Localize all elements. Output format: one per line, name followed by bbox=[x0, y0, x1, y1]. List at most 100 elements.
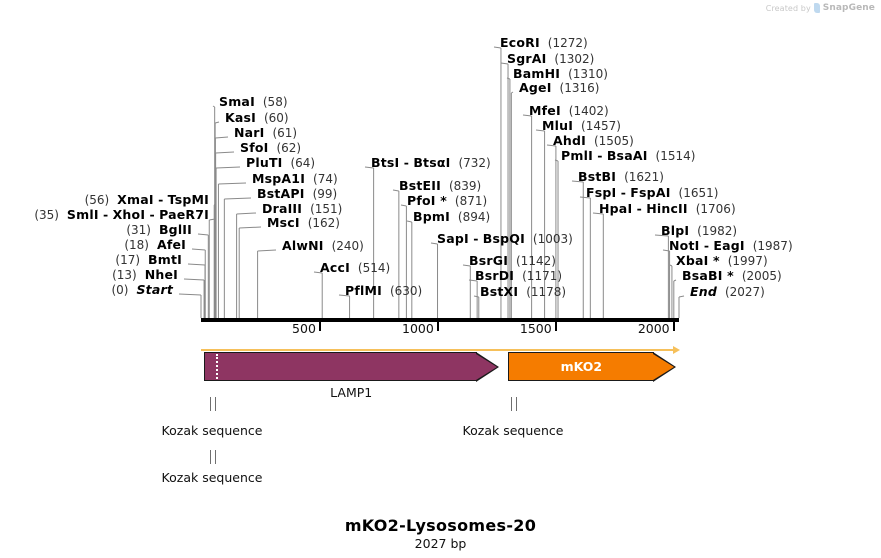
site-leader-line bbox=[215, 121, 220, 124]
site-enzyme-name: MscI bbox=[267, 215, 300, 230]
site-enzyme-name: FspI bbox=[586, 185, 617, 200]
restriction-site-label-smai[interactable]: SmaI (58) bbox=[219, 95, 288, 109]
restriction-site-label-ecori[interactable]: EcoRI (1272) bbox=[500, 36, 588, 50]
site-name-separator: - bbox=[616, 185, 631, 200]
orf-arrow-shaft[interactable] bbox=[201, 349, 673, 351]
site-enzyme-name: PfoI * bbox=[407, 193, 447, 208]
site-position: (2005) bbox=[741, 269, 782, 283]
site-enzyme-name: BsaBI * bbox=[682, 268, 734, 283]
site-enzyme-name: BsrDI bbox=[475, 268, 515, 283]
kozak-tick-icon[interactable] bbox=[210, 397, 216, 411]
site-leader-line bbox=[400, 204, 407, 207]
restriction-site-label-pluti[interactable]: PluTI (64) bbox=[246, 156, 315, 170]
site-name-separator: - bbox=[592, 148, 607, 163]
site-position: (0) bbox=[111, 283, 129, 297]
restriction-site-label-pfoi[interactable]: PfoI * (871) bbox=[407, 194, 487, 208]
restriction-site-label-mspa1i[interactable]: MspA1I (74) bbox=[252, 172, 338, 186]
restriction-site-label-bmti[interactable]: (17) BmtI bbox=[115, 253, 182, 267]
site-enzyme-name: PaeR7I bbox=[159, 207, 209, 222]
site-position: (1706) bbox=[695, 202, 736, 216]
site-enzyme-name: AfeI bbox=[156, 237, 186, 252]
watermark-brand: SnapGene bbox=[822, 3, 875, 13]
restriction-site-label-sgrai[interactable]: SgrAI (1302) bbox=[507, 52, 594, 66]
restriction-site-label-nhei[interactable]: (13) NheI bbox=[112, 268, 178, 282]
site-position: (1402) bbox=[568, 104, 609, 118]
restriction-site-label-btsi[interactable]: BtsI - BtsαI (732) bbox=[371, 156, 491, 170]
restriction-site-label-mfei[interactable]: MfeI (1402) bbox=[529, 104, 609, 118]
site-enzyme-name: BstXI bbox=[480, 284, 519, 299]
site-enzyme-name: BsaAI bbox=[606, 148, 648, 163]
restriction-site-label-bsabi[interactable]: BsaBI * (2005) bbox=[682, 269, 782, 283]
restriction-site-label-bstEii[interactable]: BstEII (839) bbox=[399, 179, 481, 193]
feature-arrow-mko2[interactable]: mKO2 bbox=[508, 351, 677, 382]
site-leader-line bbox=[215, 151, 235, 154]
feature-below-label: LAMP1 bbox=[330, 385, 373, 400]
restriction-site-label-acci[interactable]: AccI (514) bbox=[320, 261, 390, 275]
site-position: (1272) bbox=[547, 36, 588, 50]
site-enzyme-name: DraIII bbox=[262, 201, 303, 216]
site-enzyme-name: SmaI bbox=[219, 94, 255, 109]
restriction-site-label-bglii[interactable]: (31) BglII bbox=[126, 223, 192, 237]
restriction-site-label-smli[interactable]: (35) SmlI - XhoI - PaeR7I bbox=[34, 208, 209, 222]
site-position: (240) bbox=[331, 239, 364, 253]
site-position: (1178) bbox=[526, 285, 567, 299]
site-enzyme-name: FspAI bbox=[630, 185, 671, 200]
site-position: (514) bbox=[357, 261, 391, 275]
restriction-site-label-xbai[interactable]: XbaI * (1997) bbox=[676, 254, 768, 268]
feature-arrow-lamp1[interactable] bbox=[203, 351, 499, 382]
restriction-site-label-bsrdi[interactable]: BsrDI (1171) bbox=[475, 269, 562, 283]
restriction-site-label-bstxi[interactable]: BstXI (1178) bbox=[480, 285, 566, 299]
site-enzyme-name: AhdI bbox=[553, 133, 586, 148]
restriction-site-label-sapi[interactable]: SapI - BspQI (1003) bbox=[437, 232, 573, 246]
restriction-site-label-msci[interactable]: MscI (162) bbox=[267, 216, 340, 230]
site-position: (630) bbox=[389, 284, 423, 298]
restriction-site-label-mlui[interactable]: MluI (1457) bbox=[542, 119, 621, 133]
site-leader-line bbox=[191, 248, 206, 251]
site-position: (871) bbox=[454, 194, 488, 208]
ruler-baseline bbox=[201, 318, 679, 322]
site-position: (1302) bbox=[554, 52, 595, 66]
restriction-site-label-sfoi[interactable]: SfoI (62) bbox=[240, 141, 301, 155]
restriction-site-label-alwni[interactable]: AlwNI (240) bbox=[282, 239, 364, 253]
restriction-site-label-agei[interactable]: AgeI (1316) bbox=[519, 81, 599, 95]
restriction-site-label-ahdi[interactable]: AhdI (1505) bbox=[553, 134, 634, 148]
kozak-tick-icon[interactable] bbox=[511, 397, 517, 411]
restriction-site-label-bstbi[interactable]: BstBI (1621) bbox=[578, 170, 664, 184]
restriction-site-label-draiii[interactable]: DraIII (151) bbox=[262, 202, 342, 216]
site-position: (62) bbox=[276, 141, 302, 155]
restriction-site-label-end[interactable]: End (2027) bbox=[690, 285, 765, 299]
site-position: (35) bbox=[34, 208, 59, 222]
restriction-site-label-nari[interactable]: NarI (61) bbox=[234, 126, 297, 140]
site-position: (1457) bbox=[581, 119, 621, 133]
site-position: (1505) bbox=[593, 134, 634, 148]
restriction-site-label-bstapi[interactable]: BstAPI (99) bbox=[257, 187, 337, 201]
restriction-site-label-bamhi[interactable]: BamHI (1310) bbox=[513, 67, 608, 81]
restriction-site-label-blpi[interactable]: BlpI (1982) bbox=[661, 224, 737, 238]
restriction-site-label-bpmi[interactable]: BpmI (894) bbox=[413, 210, 490, 224]
restriction-site-label-start[interactable]: (0) Start bbox=[111, 283, 173, 297]
kozak-tick-icon[interactable] bbox=[210, 450, 216, 464]
restriction-site-label-xmai[interactable]: (56) XmaI - TspMI bbox=[85, 193, 209, 207]
site-leader-line bbox=[183, 278, 205, 281]
site-position: (1982) bbox=[697, 224, 738, 238]
ruler-tick bbox=[672, 322, 675, 331]
site-enzyme-name: XbaI * bbox=[676, 253, 720, 268]
site-enzyme-name: BtsαI bbox=[413, 155, 451, 170]
site-leader-line bbox=[213, 203, 216, 206]
site-enzyme-name: KasI bbox=[225, 110, 257, 125]
restriction-site-label-pmli[interactable]: PmlI - BsaAI (1514) bbox=[561, 149, 695, 163]
site-enzyme-name: AgeI bbox=[519, 80, 552, 95]
restriction-site-label-fspi[interactable]: FspI - FspAI (1651) bbox=[586, 186, 718, 200]
restriction-site-label-hpai[interactable]: HpaI - HincII (1706) bbox=[599, 202, 736, 216]
restriction-site-label-bsrgi[interactable]: BsrGI (1142) bbox=[469, 254, 556, 268]
site-leader-line bbox=[224, 197, 252, 200]
restriction-site-label-kasi[interactable]: KasI (60) bbox=[225, 111, 289, 125]
site-position: (839) bbox=[448, 179, 482, 193]
restriction-site-label-noti[interactable]: NotI - EagI (1987) bbox=[669, 239, 793, 253]
site-enzyme-name: BstEII bbox=[399, 178, 441, 193]
restriction-site-label-pflmi[interactable]: PflMI (630) bbox=[345, 284, 422, 298]
site-leader-line bbox=[511, 91, 514, 94]
site-enzyme-name: EcoRI bbox=[500, 35, 540, 50]
restriction-site-label-afei[interactable]: (18) AfeI bbox=[124, 238, 186, 252]
site-leader-line bbox=[209, 218, 216, 221]
